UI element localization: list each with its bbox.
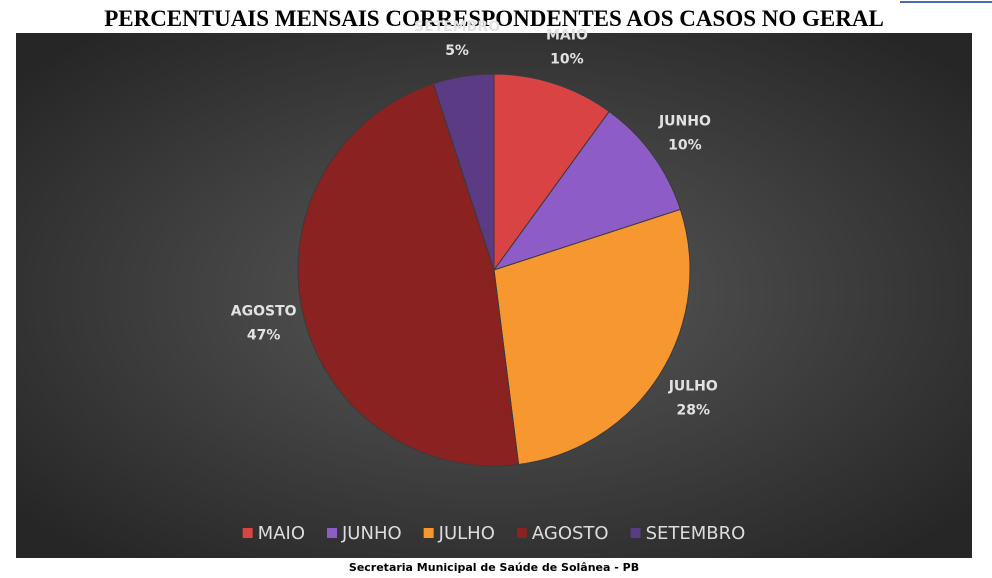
legend-label: AGOSTO bbox=[532, 523, 609, 544]
legend-marker bbox=[423, 528, 434, 538]
legend-label: SETEMBRO bbox=[646, 523, 746, 544]
slice-value-label: 10% bbox=[550, 52, 584, 68]
pie-slice bbox=[493, 73, 610, 272]
legend-label: MAIO bbox=[258, 523, 305, 544]
pie-slice bbox=[492, 110, 682, 271]
slice-category-label: JULHO bbox=[668, 378, 718, 394]
slice-value-label: 5% bbox=[445, 43, 469, 59]
plot: MAIO 10% JUNHO 10% JULHO 28% AGOSTO 47% SETEMBRO… bbox=[231, 19, 746, 544]
slice-category-label: AGOSTO bbox=[231, 303, 297, 319]
slice-category-label: JUNHO bbox=[658, 113, 711, 129]
legend: MAIO JUNHO JULHO AGOSTO SETEMBRO bbox=[242, 523, 746, 544]
legend-marker bbox=[630, 528, 641, 538]
legend-label: JUNHO bbox=[341, 523, 402, 544]
slice-value-label: 47% bbox=[247, 327, 281, 343]
legend-marker bbox=[327, 528, 338, 538]
legend-label: JULHO bbox=[438, 523, 495, 544]
footer: Secretaria Municipal de Saúde de Solânea… bbox=[349, 561, 639, 574]
chart-title: PERCENTUAIS MENSAIS CORRESPONDENTES AOS … bbox=[104, 6, 884, 31]
slice-value-label: 10% bbox=[668, 137, 702, 153]
pie-slice bbox=[493, 208, 691, 466]
pie-slice bbox=[432, 73, 495, 271]
legend-marker bbox=[242, 528, 253, 538]
slice-value-label: 28% bbox=[677, 402, 711, 418]
slice-category-label: SETEMBRO bbox=[414, 19, 500, 35]
legend-marker bbox=[516, 528, 527, 538]
slice-category-label: MAIO bbox=[546, 28, 588, 44]
pie-slice bbox=[297, 82, 520, 467]
